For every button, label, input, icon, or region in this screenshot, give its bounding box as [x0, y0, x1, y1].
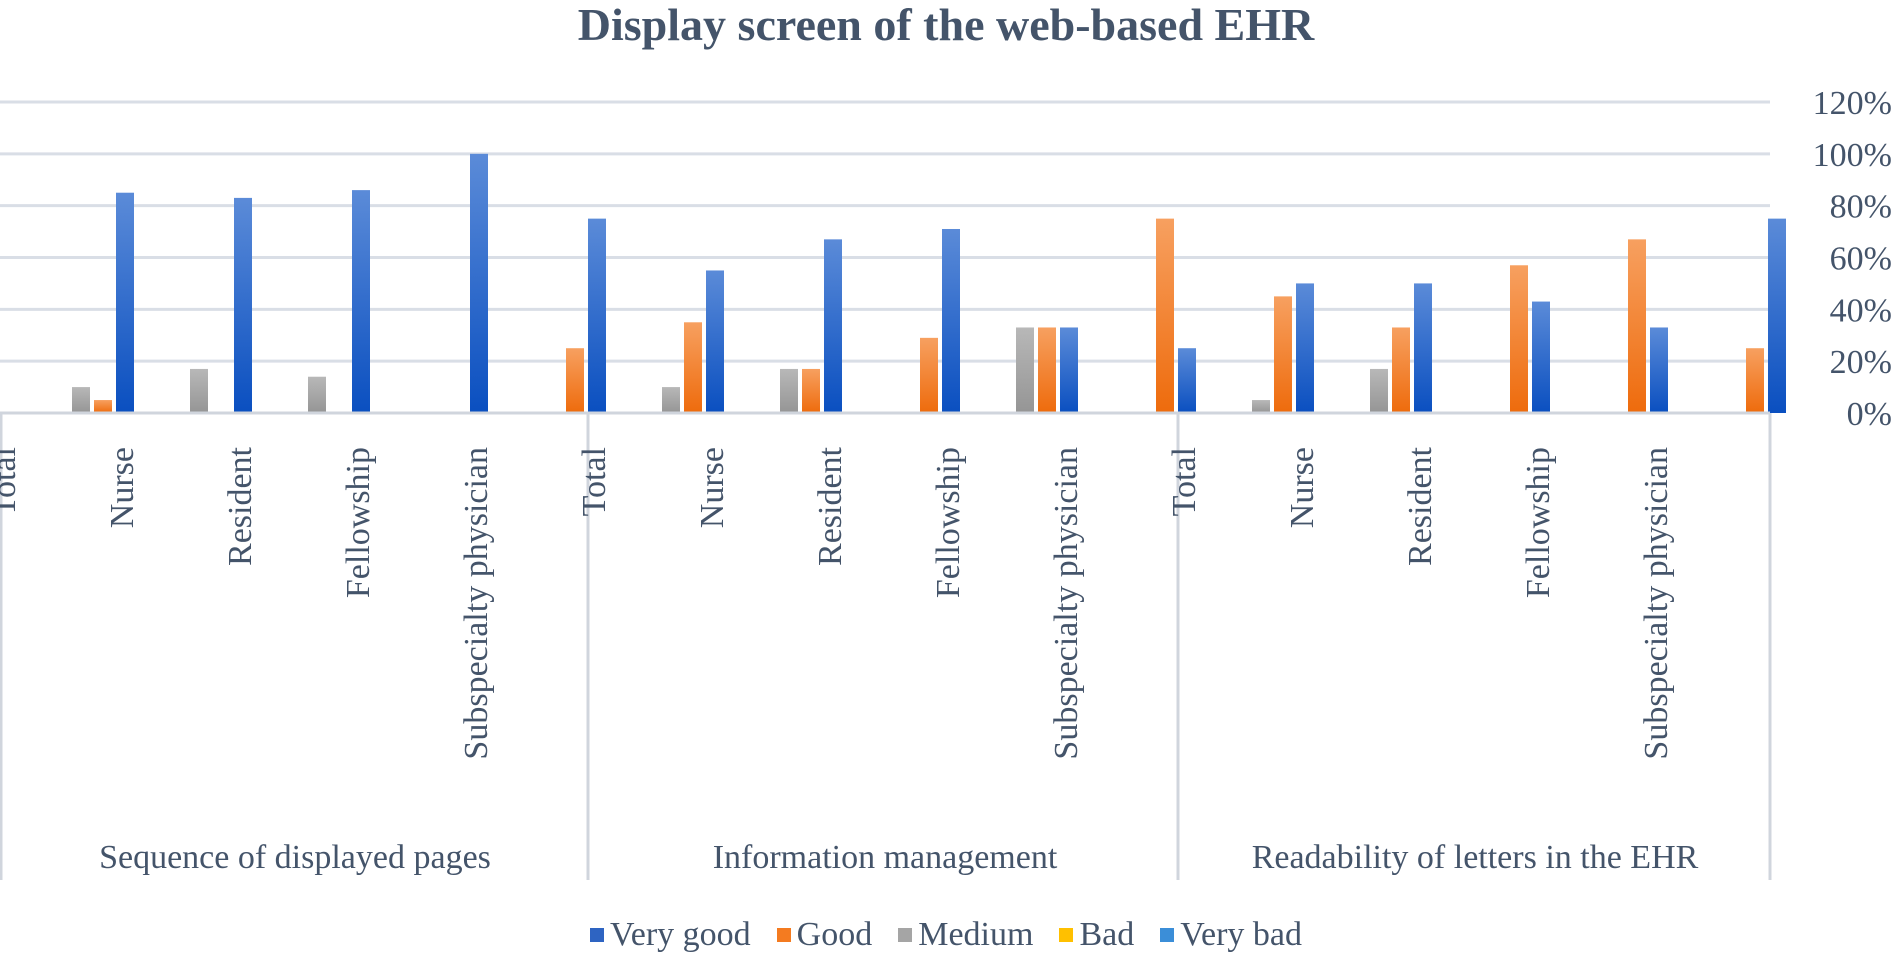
- legend-swatch: [1160, 928, 1175, 942]
- bar-medium: [190, 368, 208, 413]
- bar-good: [1510, 265, 1528, 413]
- bar-good: [566, 348, 584, 413]
- y-tick-label: 100%: [1813, 137, 1892, 174]
- bar-good: [1392, 327, 1410, 413]
- bar-very-good: [1650, 327, 1668, 413]
- y-tick-label: 20%: [1830, 344, 1892, 381]
- bar-medium: [1370, 368, 1388, 413]
- bar-medium: [1016, 327, 1034, 413]
- bar-good: [1628, 239, 1646, 413]
- x-tick-label: Subspecialty physician: [458, 447, 495, 760]
- legend-item-good: Good: [776, 915, 873, 955]
- x-tick-label: Nurse: [694, 447, 731, 528]
- legend-item-medium: Medium: [898, 915, 1033, 955]
- bar-good: [1156, 218, 1174, 413]
- bar-very-good: [1296, 283, 1314, 413]
- group-label: Readability of letters in the EHR: [1252, 839, 1699, 876]
- legend-item-bad: Bad: [1059, 915, 1134, 955]
- x-tick-label: Resident: [222, 446, 259, 566]
- y-tick-label: 60%: [1830, 241, 1892, 278]
- bar-very-good: [824, 239, 842, 413]
- bar-very-good: [1532, 301, 1550, 413]
- bar-very-good: [1768, 218, 1786, 413]
- x-axis-ticks: Total Nurse Resident Fellowship Subspecialty…: [0, 446, 1675, 759]
- bar-good: [920, 337, 938, 413]
- legend-item-very-good: Very good: [589, 915, 751, 955]
- x-tick-label: Nurse: [104, 447, 141, 528]
- x-tick-label: Resident: [812, 446, 849, 566]
- x-tick-label: Subspecialty physician: [1048, 447, 1085, 760]
- bar-medium: [780, 368, 798, 413]
- legend-label: Very good: [609, 916, 751, 953]
- gridlines: [0, 100, 1770, 363]
- bar-good: [94, 400, 112, 413]
- bar-very-good: [470, 153, 488, 414]
- legend-label: Medium: [918, 916, 1034, 953]
- axes: [0, 411, 1772, 880]
- x-tick-label: Total: [576, 447, 613, 516]
- legend-swatch: [589, 928, 604, 942]
- bar-good: [802, 368, 820, 413]
- x-tick-label: Nurse: [1284, 447, 1321, 528]
- x-tick-label: Subspecialty physician: [1638, 447, 1675, 760]
- x-tick-label: Fellowship: [340, 447, 377, 598]
- bar-very-good: [116, 192, 134, 413]
- legend-swatch: [776, 928, 791, 942]
- bar-medium: [72, 387, 90, 413]
- bars: [72, 153, 1786, 414]
- bar-very-good: [942, 228, 960, 413]
- bar-very-good: [234, 197, 252, 413]
- bar-very-good: [706, 270, 724, 413]
- group-labels: Sequence of displayed pages Information m…: [99, 839, 1699, 876]
- legend-swatch: [1059, 928, 1074, 942]
- bar-medium: [662, 387, 680, 413]
- bar-very-good: [1178, 348, 1196, 413]
- bar-good: [1746, 348, 1764, 413]
- legend-label: Good: [796, 916, 873, 953]
- legend-swatch: [898, 928, 913, 942]
- x-tick-label: Total: [1166, 447, 1203, 516]
- y-tick-label: 0%: [1847, 396, 1892, 433]
- group-label: Information management: [713, 839, 1058, 876]
- bar-very-good: [1060, 327, 1078, 413]
- bar-medium: [1252, 400, 1270, 413]
- bar-very-good: [1414, 283, 1432, 413]
- x-tick-label: Fellowship: [930, 447, 967, 598]
- bar-very-good: [352, 190, 370, 413]
- y-axis-ticks: 0% 20% 40% 60% 80% 100% 120%: [1813, 85, 1892, 433]
- legend-item-very-bad: Very bad: [1160, 915, 1302, 955]
- y-tick-label: 40%: [1830, 292, 1892, 329]
- bar-medium: [308, 376, 326, 413]
- legend-label: Bad: [1079, 916, 1135, 953]
- bar-good: [684, 322, 702, 413]
- y-tick-label: 80%: [1830, 189, 1892, 226]
- x-tick-label: Resident: [1402, 446, 1439, 566]
- x-tick-label: Fellowship: [1520, 447, 1557, 598]
- x-tick-label: Total: [0, 447, 23, 516]
- bar-good: [1274, 296, 1292, 413]
- legend-label: Very bad: [1180, 916, 1303, 953]
- bar-very-good: [588, 218, 606, 413]
- chart-title: Display screen of the web-based EHR: [577, 0, 1315, 50]
- y-tick-label: 120%: [1813, 85, 1892, 122]
- legend: Very good Good Medium Bad Very bad: [0, 915, 1892, 955]
- group-label: Sequence of displayed pages: [99, 839, 491, 876]
- bar-good: [1038, 327, 1056, 413]
